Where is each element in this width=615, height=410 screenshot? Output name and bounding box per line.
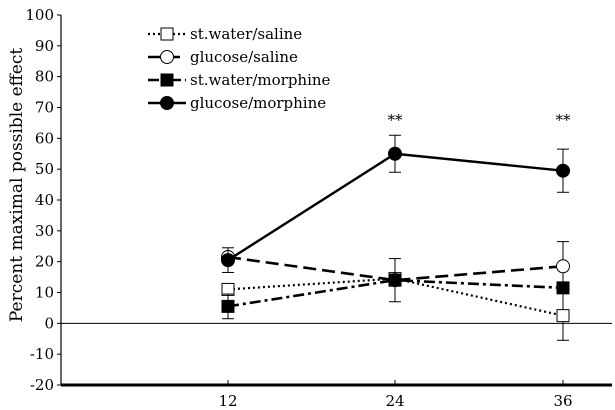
- legend-marker: [160, 27, 174, 41]
- data-point: [556, 259, 570, 274]
- legend: st.water/saline glucose/saline st.water/mo…: [148, 25, 331, 112]
- x-tick-label: 12: [218, 392, 237, 410]
- data-point: [221, 299, 235, 313]
- legend-item: st.water/saline: [148, 25, 302, 43]
- axes: -20 -10 0 10 20 30 40 50 60 70 80 90 100 12 24 36: [25, 6, 612, 410]
- legend-marker: [160, 50, 174, 64]
- y-tick-label: 90: [35, 37, 54, 55]
- data-point: [556, 281, 570, 295]
- legend-marker: [160, 96, 174, 110]
- y-tick-label: 100: [25, 6, 54, 24]
- legend-item: glucose/morphine: [148, 94, 326, 112]
- y-tick-label: 60: [35, 129, 54, 147]
- data-point: [388, 273, 402, 287]
- x-tick-label: 36: [553, 392, 572, 410]
- legend-label: glucose/morphine: [190, 94, 326, 112]
- y-tick-label: 80: [35, 68, 54, 86]
- data-point: [221, 253, 235, 268]
- y-tick-label: 40: [35, 191, 54, 209]
- y-tick-label: 30: [35, 222, 54, 240]
- legend-label: st.water/saline: [190, 25, 302, 43]
- legend-label: st.water/morphine: [190, 71, 331, 89]
- series-glucose-saline: [221, 241, 570, 303]
- y-tick-label: 70: [35, 99, 54, 117]
- series-glucose-morphine: [221, 134, 570, 273]
- y-tick-label: 0: [44, 314, 54, 332]
- series-st-water-morphine: [221, 273, 570, 320]
- legend-item: glucose/saline: [148, 48, 298, 66]
- series-line: [227, 277, 564, 317]
- series-layer: ** **: [221, 111, 572, 341]
- significance-label: **: [556, 111, 572, 129]
- legend-marker: [160, 73, 174, 87]
- y-tick-label: 10: [35, 284, 54, 302]
- legend-item: st.water/morphine: [148, 71, 331, 89]
- y-axis-title: Percent maximal possible effect: [7, 48, 27, 323]
- x-tick-label: 24: [385, 392, 404, 410]
- data-point: [556, 309, 570, 323]
- y-tick-label: 20: [35, 253, 54, 271]
- y-tick-label: -10: [30, 345, 54, 363]
- data-point: [556, 163, 570, 178]
- significance-label: **: [388, 111, 404, 129]
- y-tick-label: 50: [35, 160, 54, 178]
- data-point: [388, 146, 402, 161]
- y-tick-label: -20: [30, 376, 54, 394]
- legend-label: glucose/saline: [190, 48, 298, 66]
